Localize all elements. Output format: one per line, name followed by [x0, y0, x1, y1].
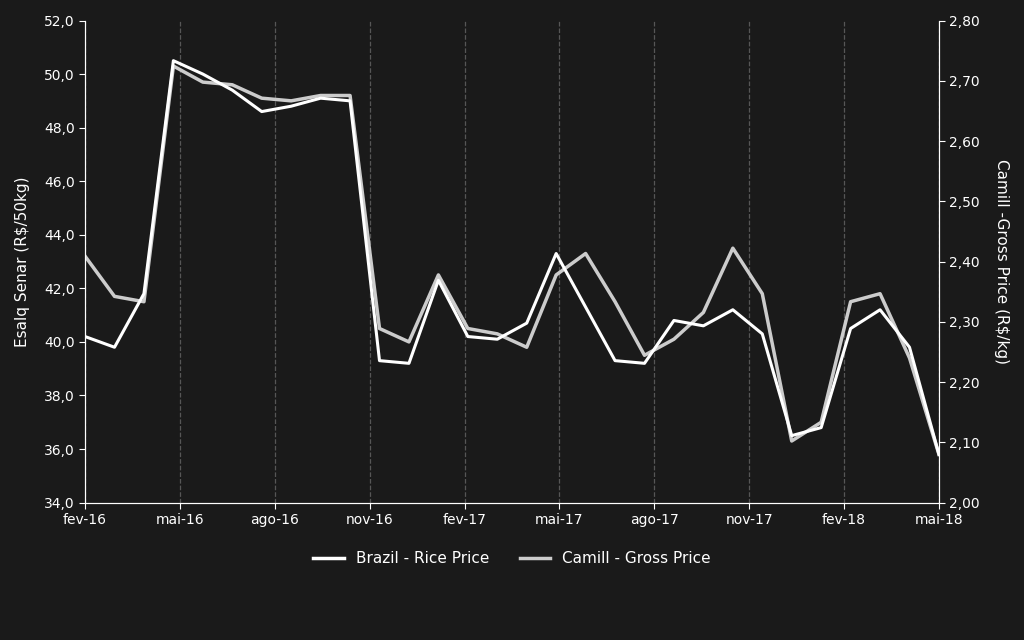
Brazil - Rice Price	[815, 424, 827, 431]
Camill - Gross Price	[697, 308, 710, 316]
Brazil - Rice Price	[109, 344, 121, 351]
Camill - Gross Price	[815, 419, 827, 426]
Brazil - Rice Price	[285, 102, 297, 110]
Camill - Gross Price	[256, 94, 268, 102]
Camill - Gross Price	[167, 62, 179, 70]
Y-axis label: Camill -Gross Price (R$/kg): Camill -Gross Price (R$/kg)	[994, 159, 1009, 364]
Brazil - Rice Price	[550, 250, 562, 257]
Camill - Gross Price	[285, 97, 297, 105]
Camill - Gross Price	[314, 92, 327, 99]
Camill - Gross Price	[785, 437, 798, 445]
Brazil - Rice Price	[520, 319, 532, 327]
Brazil - Rice Price	[492, 335, 504, 343]
Camill - Gross Price	[756, 290, 768, 298]
Brazil - Rice Price	[374, 357, 386, 365]
Brazil - Rice Price	[609, 357, 622, 365]
Brazil - Rice Price	[167, 57, 179, 65]
Brazil - Rice Price	[727, 306, 739, 314]
Line: Camill - Gross Price: Camill - Gross Price	[85, 66, 939, 454]
Brazil - Rice Price	[697, 322, 710, 330]
Brazil - Rice Price	[226, 86, 239, 94]
Camill - Gross Price	[138, 298, 151, 305]
Camill - Gross Price	[344, 92, 356, 99]
Camill - Gross Price	[374, 324, 386, 332]
Brazil - Rice Price	[256, 108, 268, 115]
Camill - Gross Price	[580, 250, 592, 257]
Camill - Gross Price	[873, 290, 886, 298]
Camill - Gross Price	[197, 78, 209, 86]
Brazil - Rice Price	[785, 432, 798, 440]
Brazil - Rice Price	[845, 324, 857, 332]
Camill - Gross Price	[226, 81, 239, 88]
Camill - Gross Price	[638, 351, 650, 359]
Camill - Gross Price	[79, 252, 91, 260]
Brazil - Rice Price	[314, 94, 327, 102]
Camill - Gross Price	[432, 271, 444, 279]
Camill - Gross Price	[609, 298, 622, 305]
Camill - Gross Price	[402, 338, 415, 346]
Camill - Gross Price	[520, 344, 532, 351]
Brazil - Rice Price	[462, 333, 474, 340]
Camill - Gross Price	[492, 330, 504, 338]
Camill - Gross Price	[933, 451, 945, 458]
Brazil - Rice Price	[873, 306, 886, 314]
Y-axis label: Esalq Senar (R$/50kg): Esalq Senar (R$/50kg)	[15, 176, 30, 347]
Brazil - Rice Price	[79, 333, 91, 340]
Camill - Gross Price	[727, 244, 739, 252]
Camill - Gross Price	[668, 335, 680, 343]
Brazil - Rice Price	[138, 290, 151, 298]
Camill - Gross Price	[845, 298, 857, 305]
Brazil - Rice Price	[638, 360, 650, 367]
Brazil - Rice Price	[668, 317, 680, 324]
Camill - Gross Price	[550, 271, 562, 279]
Brazil - Rice Price	[933, 451, 945, 458]
Brazil - Rice Price	[903, 344, 915, 351]
Brazil - Rice Price	[402, 360, 415, 367]
Brazil - Rice Price	[197, 70, 209, 78]
Camill - Gross Price	[462, 324, 474, 332]
Brazil - Rice Price	[580, 303, 592, 311]
Brazil - Rice Price	[756, 330, 768, 338]
Camill - Gross Price	[903, 354, 915, 362]
Line: Brazil - Rice Price: Brazil - Rice Price	[85, 61, 939, 454]
Camill - Gross Price	[109, 292, 121, 300]
Brazil - Rice Price	[344, 97, 356, 105]
Legend: Brazil - Rice Price, Camill - Gross Price: Brazil - Rice Price, Camill - Gross Pric…	[307, 545, 717, 572]
Brazil - Rice Price	[432, 276, 444, 284]
